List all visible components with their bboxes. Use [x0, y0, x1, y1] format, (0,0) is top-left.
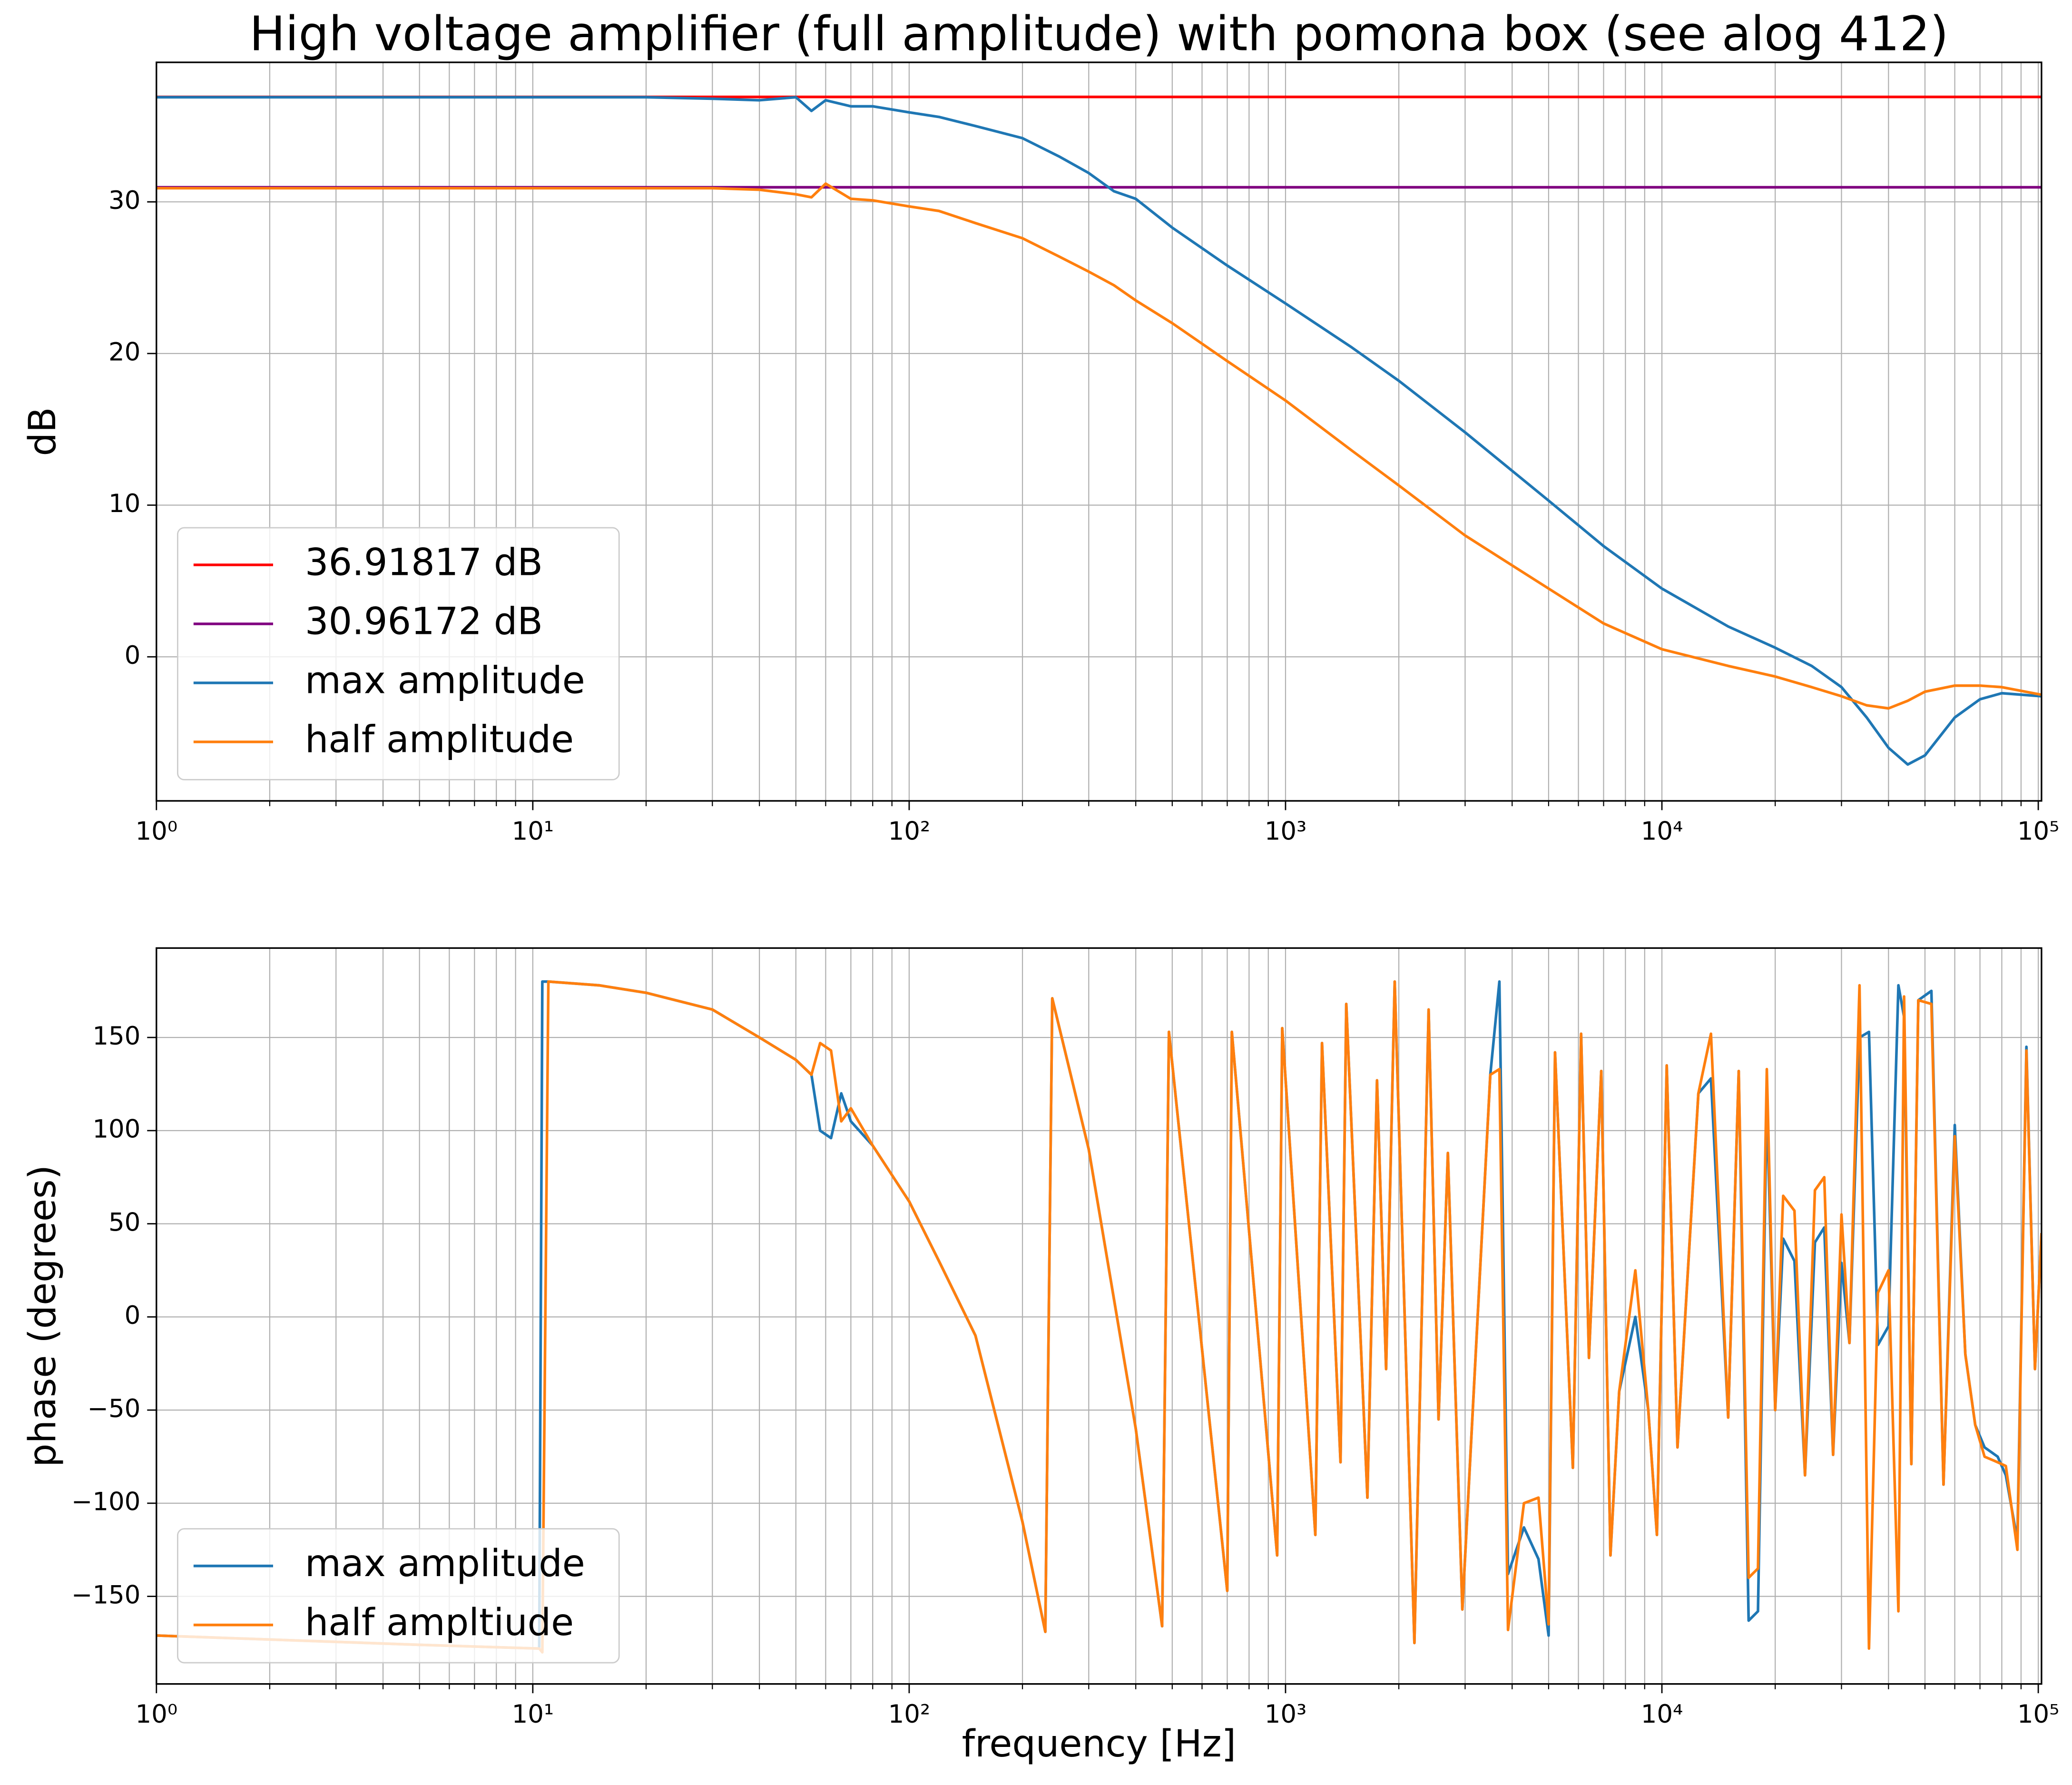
y-tick-label: 30: [108, 186, 140, 215]
legend: max amplitude half ampltiude: [177, 1528, 620, 1664]
chart-title: High voltage amplifier (full amplitude) …: [249, 6, 1948, 61]
y-tick-label: 50: [108, 1208, 140, 1237]
legend-label: max amplitude: [305, 659, 585, 702]
legend-label: max amplitude: [305, 1542, 585, 1585]
legend-frame: [177, 1528, 620, 1664]
x-tick-label: 10³: [1265, 1700, 1307, 1729]
x-tick-label: 10²: [888, 817, 931, 846]
data-line: [156, 182, 2042, 710]
x-tick-label: 10⁰: [136, 817, 178, 846]
y-tick-label: 10: [108, 489, 140, 518]
x-tick-label: 10⁰: [136, 1700, 178, 1729]
y-tick-label: −150: [71, 1580, 140, 1609]
x-tick-label: 10⁵: [2017, 1700, 2060, 1729]
x-tick-label: 10⁴: [1641, 1700, 1683, 1729]
x-tick-label: 10⁵: [2017, 817, 2060, 846]
y-axis-label: phase (degrees): [21, 1165, 64, 1467]
y-tick-label: 100: [92, 1115, 140, 1144]
y-tick-label: 0: [125, 641, 141, 670]
y-tick-label: −50: [88, 1394, 141, 1423]
y-tick-label: 20: [108, 337, 140, 366]
legend: 36.91817 dB 30.96172 dB max amplitude half …: [177, 527, 620, 780]
data-line: [156, 980, 2042, 1654]
plot-area: [156, 95, 2042, 766]
x-tick-label: 10¹: [512, 1700, 554, 1729]
y-tick-label: 0: [125, 1301, 141, 1330]
x-tick-label: 10⁴: [1641, 817, 1683, 846]
legend-label: half amplitude: [305, 718, 574, 761]
y-tick-label: 150: [92, 1022, 140, 1051]
axes-frame: [156, 947, 2043, 1685]
y-axis-label: dB: [21, 407, 64, 456]
y-tick-label: −100: [71, 1488, 140, 1517]
chart: 10⁰ 10¹ 10² 10³ 10⁴ 10⁵ 0 10 20 30 dB 36.91817 dB 30…: [21, 61, 2060, 846]
x-tick-label: 10²: [888, 1700, 931, 1729]
plot-area: [156, 980, 2042, 1654]
data-line: [156, 96, 2042, 766]
legend-frame: [177, 527, 620, 780]
axes-frame: [156, 61, 2043, 802]
x-tick-label: 10³: [1265, 817, 1307, 846]
x-axis-label: frequency [Hz]: [962, 1723, 1236, 1765]
chart: 10⁰ 10¹ 10² 10³ 10⁴ 10⁵ −150 −100 −50 0 50 100 150 ph…: [21, 947, 2060, 1729]
legend-label: half ampltiude: [305, 1601, 574, 1644]
x-tick-label: 10¹: [512, 817, 554, 846]
legend-label: 30.96172 dB: [305, 600, 543, 643]
legend-label: 36.91817 dB: [305, 541, 543, 584]
